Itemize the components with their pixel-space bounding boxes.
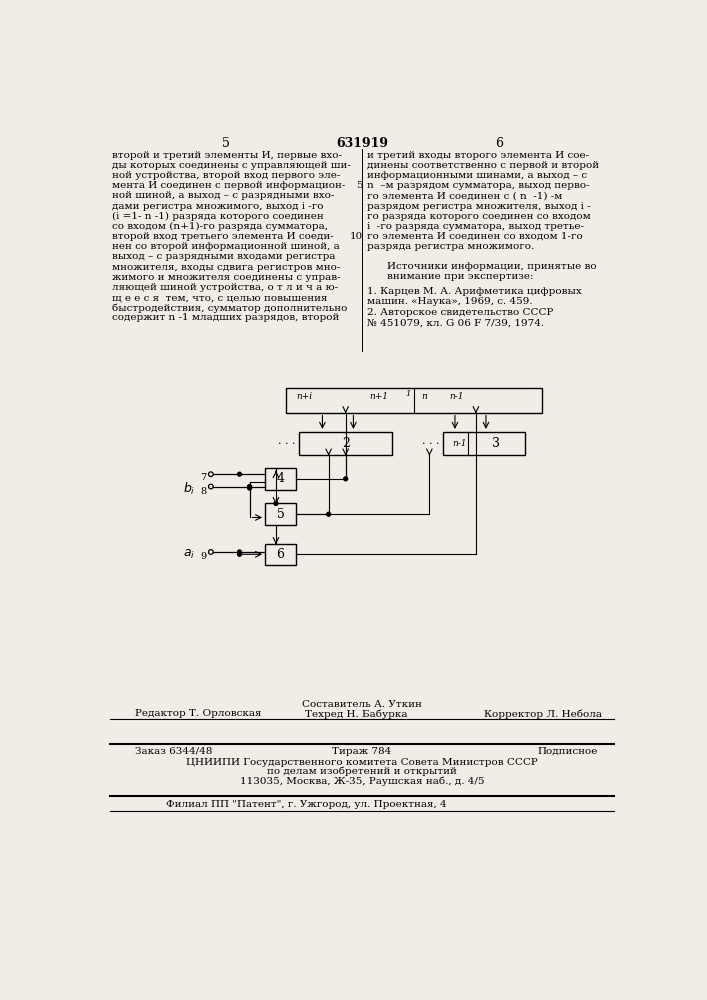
Bar xyxy=(265,544,296,565)
Text: Филиал ПП "Патент", г. Ужгород, ул. Проектная, 4: Филиал ПП "Патент", г. Ужгород, ул. Прое… xyxy=(166,800,447,809)
Text: 5: 5 xyxy=(221,137,230,150)
Bar xyxy=(443,432,525,455)
Text: 2. Авторское свидетельство СССР: 2. Авторское свидетельство СССР xyxy=(368,308,554,317)
Text: n: n xyxy=(421,392,427,401)
Circle shape xyxy=(238,552,241,556)
Text: ной устройства, второй вход первого эле-: ной устройства, второй вход первого эле- xyxy=(112,171,340,180)
Text: 2: 2 xyxy=(341,437,350,450)
Text: 6: 6 xyxy=(495,137,503,150)
Text: множителя, входы сдвига регистров мно-: множителя, входы сдвига регистров мно- xyxy=(112,263,340,272)
Text: 113035, Москва, Ж-35, Раушская наб., д. 4/5: 113035, Москва, Ж-35, Раушская наб., д. … xyxy=(240,776,484,786)
Text: 6: 6 xyxy=(276,548,285,561)
Text: ЦНИИПИ Государственного комитета Совета Министров СССР: ЦНИИПИ Государственного комитета Совета … xyxy=(186,758,538,767)
Text: внимание при экспертизе:: внимание при экспертизе: xyxy=(387,272,533,281)
Text: № 451079, кл. G 06 F 7/39, 1974.: № 451079, кл. G 06 F 7/39, 1974. xyxy=(368,319,544,328)
Text: машин. «Наука», 1969, с. 459.: машин. «Наука», 1969, с. 459. xyxy=(368,297,533,306)
Text: n  –м разрядом сумматора, выход перво-: n –м разрядом сумматора, выход перво- xyxy=(368,181,590,190)
Circle shape xyxy=(247,485,252,488)
Text: по делам изобретений и открытий: по делам изобретений и открытий xyxy=(267,767,457,776)
Text: со входом (n+1)-го разряда сумматора,: со входом (n+1)-го разряда сумматора, xyxy=(112,222,327,231)
Text: 3: 3 xyxy=(492,437,501,450)
Text: второй вход третьего элемента И соеди-: второй вход третьего элемента И соеди- xyxy=(112,232,334,241)
Text: 1. Карцев М. А. Арифметика цифровых: 1. Карцев М. А. Арифметика цифровых xyxy=(368,287,582,296)
Circle shape xyxy=(209,472,213,477)
Circle shape xyxy=(238,550,241,554)
Text: 7: 7 xyxy=(200,473,206,482)
Text: го элемента И соединен со входом 1-го: го элемента И соединен со входом 1-го xyxy=(368,232,583,241)
Text: (i =1- n -1) разряда которого соединен: (i =1- n -1) разряда которого соединен xyxy=(112,212,323,221)
Circle shape xyxy=(209,550,213,554)
Text: Тираж 784: Тираж 784 xyxy=(332,747,392,756)
Text: Подписное: Подписное xyxy=(538,747,598,756)
Text: информационными шинами, а выход – с: информационными шинами, а выход – с xyxy=(368,171,588,180)
Text: щ е е с я  тем, что, с целью повышения: щ е е с я тем, что, с целью повышения xyxy=(112,293,327,302)
Text: го элемента И соединен с ( n  -1) -м: го элемента И соединен с ( n -1) -м xyxy=(368,191,563,200)
Text: разряда регистра множимого.: разряда регистра множимого. xyxy=(368,242,534,251)
Circle shape xyxy=(238,472,241,476)
Text: нен со второй информационной шиной, а: нен со второй информационной шиной, а xyxy=(112,242,339,251)
Text: $b_i$: $b_i$ xyxy=(183,481,195,497)
Circle shape xyxy=(327,512,331,516)
Bar xyxy=(299,432,392,455)
Bar xyxy=(265,468,296,490)
Text: разрядом регистра множителя, выход i -: разрядом регистра множителя, выход i - xyxy=(368,202,591,211)
Bar xyxy=(265,503,296,525)
Circle shape xyxy=(274,502,278,505)
Bar xyxy=(286,388,542,413)
Text: ной шиной, а выход – с разрядными вхо-: ной шиной, а выход – с разрядными вхо- xyxy=(112,191,334,200)
Text: . . .: . . . xyxy=(422,436,440,446)
Text: быстродействия, сумматор дополнительно: быстродействия, сумматор дополнительно xyxy=(112,303,347,313)
Text: 8: 8 xyxy=(200,487,206,496)
Text: Составитель А. Уткин: Составитель А. Уткин xyxy=(302,700,422,709)
Text: 4: 4 xyxy=(276,472,285,485)
Text: n-1: n-1 xyxy=(449,392,464,401)
Text: Редактор Т. Орловская: Редактор Т. Орловская xyxy=(135,709,262,718)
Text: 9: 9 xyxy=(200,552,206,561)
Text: Корректор Л. Небола: Корректор Л. Небола xyxy=(484,709,602,719)
Circle shape xyxy=(344,477,348,481)
Text: i  -го разряда сумматора, выход третье-: i -го разряда сумматора, выход третье- xyxy=(368,222,585,231)
Text: n-1: n-1 xyxy=(452,439,467,448)
Text: 10: 10 xyxy=(349,232,363,241)
Text: Источники информации, принятые во: Источники информации, принятые во xyxy=(387,262,597,271)
Text: $a_i$: $a_i$ xyxy=(183,548,195,561)
Text: n+i: n+i xyxy=(297,392,313,401)
Text: Заказ 6344/48: Заказ 6344/48 xyxy=(135,747,212,756)
Text: n+1: n+1 xyxy=(370,392,389,401)
Circle shape xyxy=(247,486,252,490)
Text: динены соответственно с первой и второй: динены соответственно с первой и второй xyxy=(368,161,600,170)
Text: 5: 5 xyxy=(276,508,284,521)
Text: выход – с разрядными входами регистра: выход – с разрядными входами регистра xyxy=(112,252,335,261)
Text: 631919: 631919 xyxy=(336,137,388,150)
Text: 1: 1 xyxy=(405,389,410,397)
Text: Техред Н. Бабурка: Техред Н. Бабурка xyxy=(305,709,408,719)
Text: . . .: . . . xyxy=(278,436,296,446)
Text: мента И соединен с первой информацион-: мента И соединен с первой информацион- xyxy=(112,181,345,190)
Text: ляющей шиной устройства, о т л и ч а ю-: ляющей шиной устройства, о т л и ч а ю- xyxy=(112,283,338,292)
Text: содержит n -1 младших разрядов, второй: содержит n -1 младших разрядов, второй xyxy=(112,313,339,322)
Text: го разряда которого соединен со входом: го разряда которого соединен со входом xyxy=(368,212,591,221)
Text: и третий входы второго элемента И сое-: и третий входы второго элемента И сое- xyxy=(368,151,590,160)
Text: ды которых соединены с управляющей ши-: ды которых соединены с управляющей ши- xyxy=(112,161,351,170)
Text: дами регистра множимого, выход i -го: дами регистра множимого, выход i -го xyxy=(112,202,323,211)
Text: 5: 5 xyxy=(356,181,363,190)
Text: второй и третий элементы И, первые вхо-: второй и третий элементы И, первые вхо- xyxy=(112,151,341,160)
Circle shape xyxy=(209,484,213,489)
Text: жимого и множителя соединены с управ-: жимого и множителя соединены с управ- xyxy=(112,273,340,282)
